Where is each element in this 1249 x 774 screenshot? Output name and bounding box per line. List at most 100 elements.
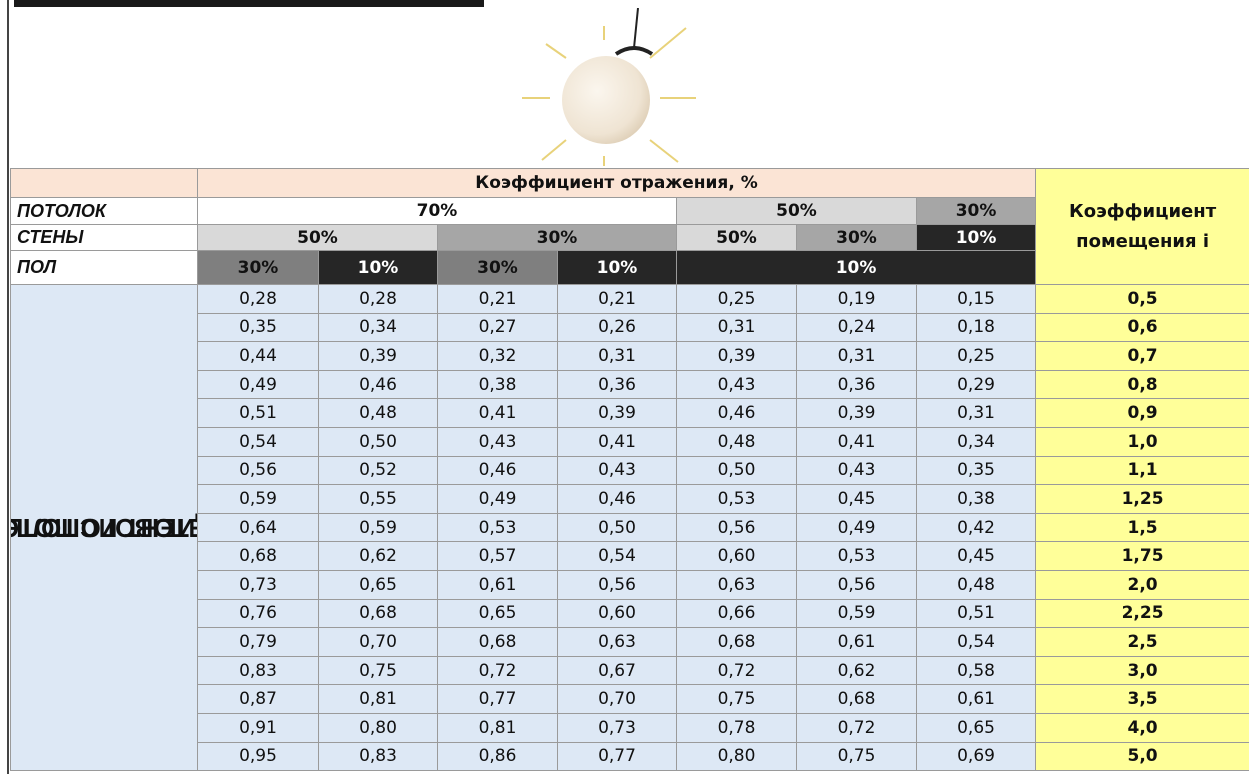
room-index: 2,25 bbox=[1036, 599, 1249, 628]
room-index: 1,5 bbox=[1036, 513, 1249, 542]
utilization-value: 0,75 bbox=[677, 685, 797, 714]
utilization-value: 0,73 bbox=[558, 713, 677, 742]
utilization-value: 0,31 bbox=[917, 399, 1036, 428]
room-index: 3,5 bbox=[1036, 685, 1249, 714]
utilization-value: 0,67 bbox=[558, 656, 677, 685]
utilization-value: 0,48 bbox=[917, 570, 1036, 599]
utilization-value: 0,48 bbox=[319, 399, 438, 428]
utilization-value: 0,75 bbox=[797, 742, 917, 771]
utilization-value: 0,31 bbox=[797, 342, 917, 371]
utilization-value: 0,70 bbox=[558, 685, 677, 714]
room-index: 2,0 bbox=[1036, 570, 1249, 599]
utilization-value: 0,64 bbox=[198, 513, 319, 542]
utilization-value: 0,51 bbox=[917, 599, 1036, 628]
utilization-value: 0,25 bbox=[917, 342, 1036, 371]
utilization-value: 0,56 bbox=[677, 513, 797, 542]
utilization-value: 0,32 bbox=[438, 342, 558, 371]
utilization-value: 0,95 bbox=[198, 742, 319, 771]
utilization-value: 0,28 bbox=[198, 285, 319, 314]
utilization-value: 0,81 bbox=[438, 713, 558, 742]
utilization-value: 0,39 bbox=[797, 399, 917, 428]
utilization-value: 0,59 bbox=[198, 485, 319, 514]
utilization-value: 0,73 bbox=[198, 570, 319, 599]
utilization-value: 0,38 bbox=[438, 370, 558, 399]
utilization-value: 0,48 bbox=[677, 427, 797, 456]
utilization-value: 0,65 bbox=[917, 713, 1036, 742]
utilization-value: 0,46 bbox=[677, 399, 797, 428]
utilization-value: 0,55 bbox=[319, 485, 438, 514]
utilization-value: 0,87 bbox=[198, 685, 319, 714]
utilization-value: 0,57 bbox=[438, 542, 558, 571]
room-index: 0,5 bbox=[1036, 285, 1249, 314]
utilization-value: 0,28 bbox=[319, 285, 438, 314]
room-index: 4,0 bbox=[1036, 713, 1249, 742]
utilization-value: 0,38 bbox=[917, 485, 1036, 514]
utilization-value: 0,29 bbox=[917, 370, 1036, 399]
utilization-value: 0,43 bbox=[558, 456, 677, 485]
utilization-value: 0,76 bbox=[198, 599, 319, 628]
walls-value: 30% bbox=[797, 225, 917, 251]
utilization-value: 0,63 bbox=[558, 628, 677, 657]
utilization-value: 0,83 bbox=[198, 656, 319, 685]
row-label: СТЕНЫ bbox=[11, 225, 198, 251]
utilization-value: 0,59 bbox=[319, 513, 438, 542]
utilization-value: 0,21 bbox=[558, 285, 677, 314]
utilization-value: 0,46 bbox=[319, 370, 438, 399]
utilization-value: 0,53 bbox=[677, 485, 797, 514]
walls-value: 50% bbox=[198, 225, 438, 251]
room-index-header-line: помещения i bbox=[1036, 227, 1249, 257]
room-index: 2,5 bbox=[1036, 628, 1249, 657]
room-index: 1,25 bbox=[1036, 485, 1249, 514]
utilization-value: 0,42 bbox=[917, 513, 1036, 542]
utilization-value: 0,54 bbox=[198, 427, 319, 456]
utilization-value: 0,41 bbox=[558, 427, 677, 456]
utilization-value: 0,63 bbox=[677, 570, 797, 599]
utilization-value: 0,86 bbox=[438, 742, 558, 771]
utilization-value: 0,34 bbox=[319, 313, 438, 342]
utilization-value: 0,49 bbox=[198, 370, 319, 399]
utilization-value: 0,68 bbox=[797, 685, 917, 714]
utilization-value: 0,36 bbox=[797, 370, 917, 399]
utilization-value: 0,44 bbox=[198, 342, 319, 371]
room-index: 0,7 bbox=[1036, 342, 1249, 371]
room-index: 1,75 bbox=[1036, 542, 1249, 571]
utilization-value: 0,77 bbox=[438, 685, 558, 714]
walls-value: 10% bbox=[917, 225, 1036, 251]
floor-value: 10% bbox=[319, 251, 438, 285]
utilization-value: 0,53 bbox=[797, 542, 917, 571]
utilization-value: 0,66 bbox=[677, 599, 797, 628]
utilization-value: 0,78 bbox=[677, 713, 797, 742]
utilization-value: 0,61 bbox=[797, 628, 917, 657]
utilization-value: 0,62 bbox=[319, 542, 438, 571]
utilization-value: 0,72 bbox=[677, 656, 797, 685]
floor-value: 30% bbox=[438, 251, 558, 285]
floor-value: 30% bbox=[198, 251, 319, 285]
utilization-value: 0,24 bbox=[797, 313, 917, 342]
utilization-value: 0,50 bbox=[319, 427, 438, 456]
reflection-header: Коэффициент отражения, % bbox=[198, 169, 1036, 198]
room-index: 0,6 bbox=[1036, 313, 1249, 342]
ceiling-value: 70% bbox=[198, 198, 677, 225]
utilization-value: 0,91 bbox=[198, 713, 319, 742]
utilization-value: 0,58 bbox=[917, 656, 1036, 685]
utilization-value: 0,31 bbox=[677, 313, 797, 342]
utilization-value: 0,46 bbox=[438, 456, 558, 485]
utilization-value: 0,83 bbox=[319, 742, 438, 771]
room-index: 0,9 bbox=[1036, 399, 1249, 428]
page: Коэффициент отражения, %Коэффициентпомещ… bbox=[0, 0, 1249, 774]
side-label: КОЭФФИЦИЕНТ ИСПОЛЬЗОВАНИЯСВЕТОВОГО ПОТОК… bbox=[11, 285, 198, 771]
utilization-value: 0,68 bbox=[319, 599, 438, 628]
utilization-value: 0,70 bbox=[319, 628, 438, 657]
utilization-value: 0,54 bbox=[917, 628, 1036, 657]
table-row: Коэффициент отражения, %Коэффициентпомещ… bbox=[11, 169, 1249, 198]
utilization-value: 0,43 bbox=[438, 427, 558, 456]
utilization-value: 0,51 bbox=[198, 399, 319, 428]
utilization-value: 0,81 bbox=[319, 685, 438, 714]
utilization-value: 0,80 bbox=[677, 742, 797, 771]
utilization-value: 0,75 bbox=[319, 656, 438, 685]
room-index: 5,0 bbox=[1036, 742, 1249, 771]
row-label: ПОТОЛОК bbox=[11, 198, 198, 225]
ceiling-value: 50% bbox=[677, 198, 917, 225]
